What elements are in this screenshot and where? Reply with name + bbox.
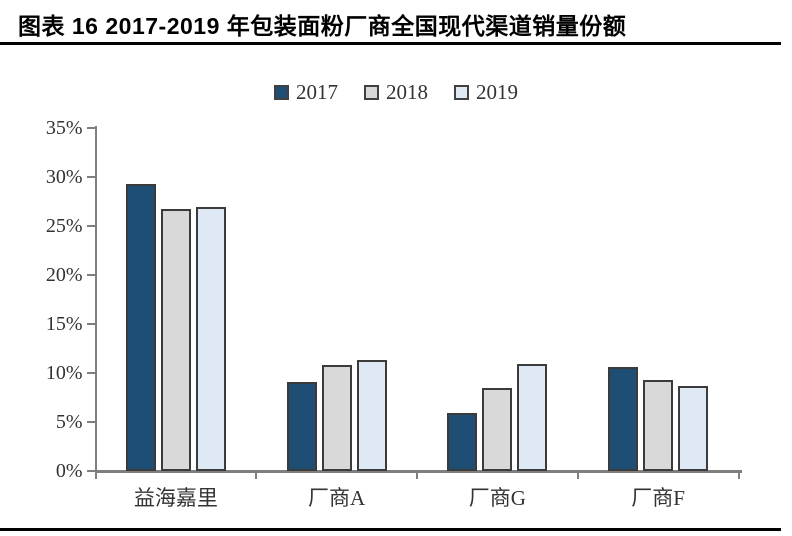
legend-item-2017: 2017 — [274, 80, 338, 105]
bar-2019-厂商G — [517, 364, 548, 471]
y-axis-tick — [86, 372, 96, 374]
y-tick-label: 20% — [45, 264, 83, 286]
x-category-label: 厂商G — [468, 486, 526, 510]
y-tick-label: 25% — [45, 215, 83, 237]
y-axis-tick — [86, 225, 96, 227]
chart-legend: 2017 2018 2019 — [0, 80, 792, 105]
y-tick-label: 35% — [45, 117, 83, 139]
legend-swatch-2017 — [274, 85, 289, 100]
x-category-label: 厂商F — [631, 486, 685, 510]
legend-swatch-2019 — [454, 85, 469, 100]
x-axis-tick — [94, 471, 97, 479]
y-tick-label: 10% — [45, 362, 83, 384]
y-axis-tick — [86, 176, 96, 178]
bar-2018-厂商F — [643, 379, 674, 471]
x-category-label: 厂商A — [308, 486, 366, 510]
bar-2019-厂商A — [356, 360, 387, 471]
bar-2017-厂商A — [286, 381, 317, 471]
legend-label-2019: 2019 — [476, 80, 518, 104]
bar-2017-厂商F — [608, 367, 639, 471]
y-axis-tick — [86, 421, 96, 423]
y-axis-line — [94, 126, 97, 473]
y-axis-tick — [86, 323, 96, 325]
bar-2019-厂商F — [678, 385, 709, 471]
y-axis-tick — [86, 470, 96, 472]
x-axis-line — [94, 470, 742, 473]
x-category-label: 益海嘉里 — [133, 486, 218, 510]
figure-title: 图表 16 2017-2019 年包装面粉厂商全国现代渠道销量份额 — [18, 13, 627, 39]
bar-2017-厂商G — [447, 413, 478, 471]
legend-label-2018: 2018 — [386, 80, 428, 104]
x-axis-tick — [737, 471, 740, 479]
title-underline-rule — [0, 42, 781, 45]
bar-2018-厂商G — [482, 387, 513, 471]
bar-2019-益海嘉里 — [195, 207, 226, 471]
bar-2018-厂商A — [321, 365, 352, 471]
bar-2017-益海嘉里 — [125, 183, 156, 471]
y-axis-tick — [86, 274, 96, 276]
legend-item-2019: 2019 — [454, 80, 518, 105]
bar-2018-益海嘉里 — [160, 209, 191, 471]
legend-swatch-2018 — [364, 85, 379, 100]
legend-label-2017: 2017 — [296, 80, 338, 104]
y-tick-label: 15% — [45, 313, 83, 335]
x-axis-tick — [576, 471, 579, 479]
y-axis-tick — [86, 127, 96, 129]
x-axis-tick — [255, 471, 258, 479]
y-tick-label: 0% — [55, 460, 83, 482]
legend-item-2018: 2018 — [364, 80, 428, 105]
y-tick-label: 5% — [55, 411, 83, 433]
x-axis-tick — [416, 471, 418, 479]
y-tick-label: 30% — [45, 166, 83, 188]
bottom-rule — [0, 528, 781, 531]
